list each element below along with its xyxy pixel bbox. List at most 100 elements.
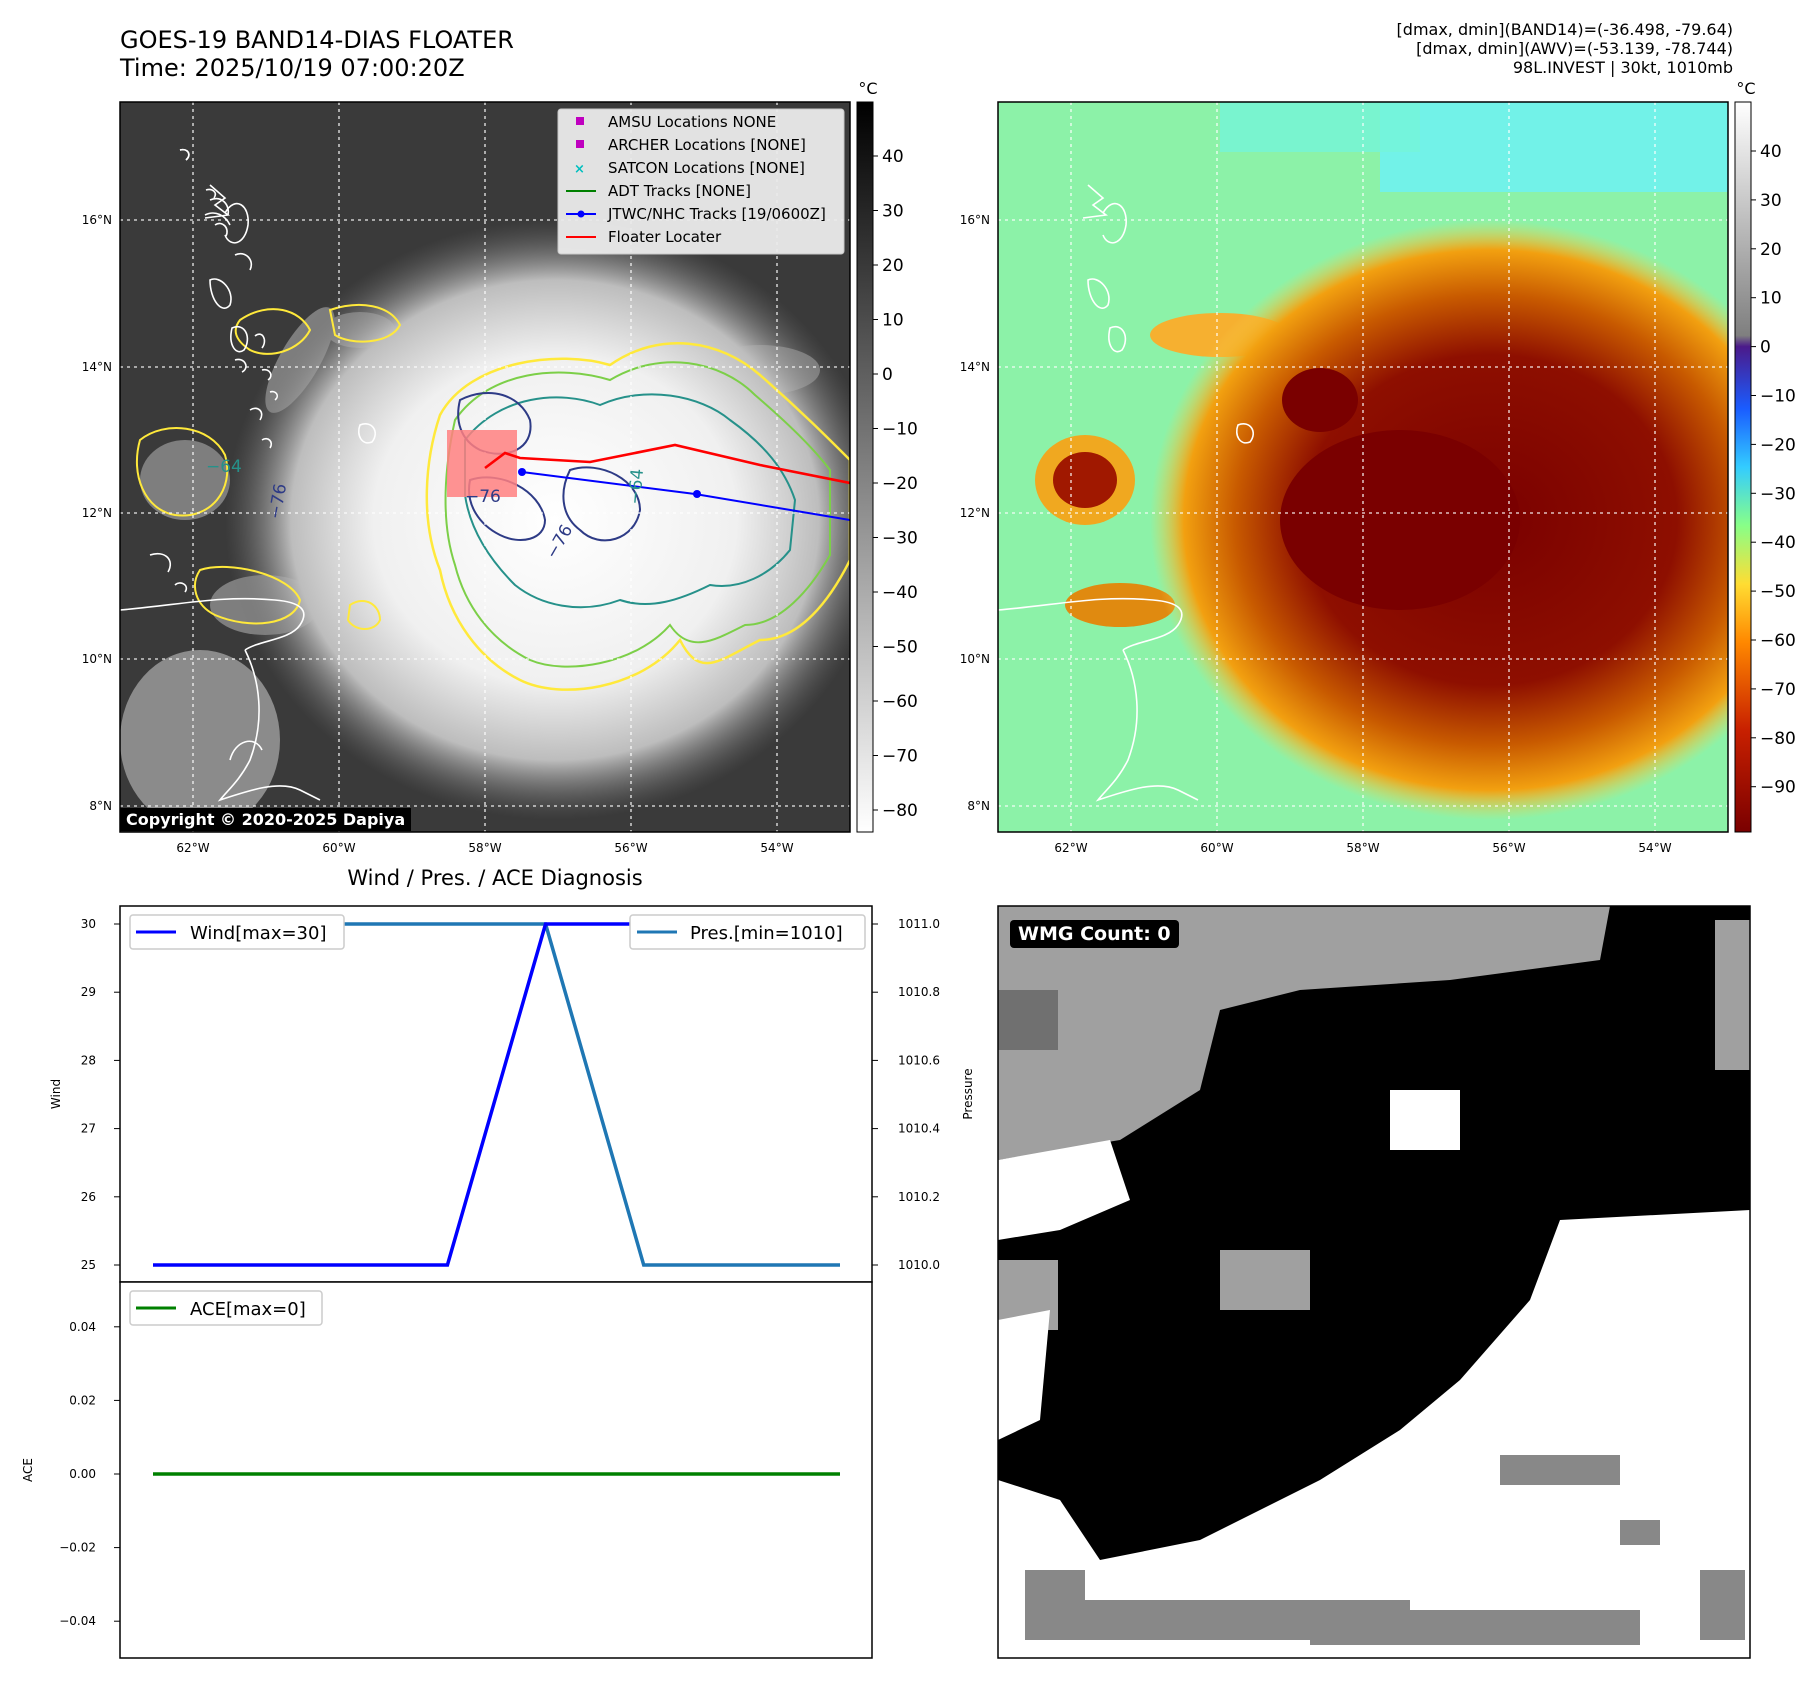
ir-map-frame [119, 101, 851, 833]
pressure-legend: Pres.[min=1010] [629, 914, 866, 950]
ace-tick-label: −0.02 [59, 1541, 96, 1555]
color-colorbar-tick-label: −80 [1760, 729, 1796, 749]
pressure-tick-label: 1010.8 [898, 985, 940, 999]
wind-tick-label: 27 [81, 1122, 96, 1136]
ace-axis-label: ACE [21, 1458, 35, 1482]
color-colorbar-tick-label: −30 [1760, 484, 1796, 504]
color-cloud-core [1280, 430, 1520, 610]
ir-main-cloud-shield [225, 220, 850, 820]
wind-legend-label: Wind[max=30] [190, 923, 327, 944]
wind-axis-label: Wind [49, 1079, 63, 1109]
ir-colorbar-tick-label: −30 [882, 529, 918, 549]
color-colorbar-unit: °C [1736, 79, 1755, 98]
latitude-label: 8°N [967, 799, 990, 813]
longitude-label: 60°W [1200, 841, 1233, 855]
ir-colorbar-tick-label: −50 [882, 638, 918, 658]
contour-label: −64 [206, 457, 242, 477]
color-colorbar-tick-label: −70 [1760, 680, 1796, 700]
contour-label: −64 [625, 468, 648, 505]
pressure-tick-label: 1010.0 [898, 1258, 940, 1272]
band14-stats: [dmax, dmin](BAND14)=(-36.498, -79.64) [1396, 20, 1733, 39]
wind-tick-label: 25 [81, 1258, 96, 1272]
wind-tick-label: 28 [81, 1053, 96, 1067]
latitude-label: 12°N [960, 506, 990, 520]
contour-label: −76 [465, 487, 501, 507]
ir-colorbar-tick-label: 0 [882, 365, 893, 385]
color-colorbar-tick-label: 10 [1760, 289, 1782, 309]
ir-contour-small-cells [135, 304, 402, 630]
ir-colorbar-tick-label: −10 [882, 420, 918, 440]
pressure-legend-label: Pres.[min=1010] [690, 923, 843, 944]
ace-tick-label: 0.02 [69, 1393, 96, 1407]
jtwc-legend-dot [577, 210, 585, 218]
ace-tick-label: −0.04 [59, 1614, 96, 1628]
latitude-label: 12°N [82, 506, 112, 520]
floater-box [447, 430, 517, 497]
ir-map-panel: −64 −76 −76 −64 −76 × AMSU Locations NON… [120, 102, 850, 832]
ir-colorbar-unit: °C [858, 79, 877, 98]
color-gridlines [998, 102, 1728, 832]
color-colorbar-tick-label: 40 [1760, 142, 1782, 162]
ace-legend-label: ACE[max=0] [190, 1299, 306, 1320]
legend-label-satcon: SATCON Locations [NONE] [608, 159, 805, 177]
map-legend: × AMSU Locations NONE ARCHER Locations [… [557, 108, 845, 255]
pressure-tick-label: 1010.4 [898, 1122, 940, 1136]
ir-coastlines [120, 148, 376, 802]
ir-colorbar-tick-label: −80 [882, 801, 918, 821]
pressure-axis-label: Pressure [961, 1068, 975, 1119]
legend-label-jtwc: JTWC/NHC Tracks [19/0600Z] [607, 205, 826, 223]
legend-label-floater: Floater Locater [608, 228, 722, 246]
figure-header: GOES-19 BAND14-DIAS FLOATER Time: 2025/1… [120, 26, 514, 82]
color-map-panel [998, 102, 1728, 832]
legend-label-adt: ADT Tracks [NONE] [608, 182, 751, 200]
ir-colorbar-tick-label: 40 [882, 147, 904, 167]
ace-legend: ACE[max=0] [129, 1290, 323, 1326]
legend-label-amsu: AMSU Locations NONE [608, 113, 776, 131]
longitude-label: 62°W [1054, 841, 1087, 855]
latitude-label: 10°N [960, 652, 990, 666]
longitude-label: 58°W [468, 841, 501, 855]
ir-contour-yellow [425, 341, 850, 691]
figure-info: [dmax, dmin](BAND14)=(-36.498, -79.64) [… [1397, 20, 1733, 77]
ir-colorbar-tick-label: −60 [882, 692, 918, 712]
archer-legend-marker [576, 140, 584, 148]
amsu-legend-marker [576, 117, 584, 125]
wind-tick-label: 26 [81, 1190, 96, 1204]
color-colorbar-tick-label: −20 [1760, 435, 1796, 455]
latitude-label: 16°N [960, 213, 990, 227]
wind-pressure-chart: Wind Pressure 30 29 28 27 26 25 1011.0 1010.8 1… [49, 905, 975, 1283]
wmg-panel [997, 905, 1751, 1659]
wind-tick-label: 30 [81, 917, 96, 931]
longitude-label: 60°W [322, 841, 355, 855]
color-colorbar-tick-label: 30 [1760, 191, 1782, 211]
latitude-label: 14°N [960, 360, 990, 374]
longitude-label: 62°W [176, 841, 209, 855]
copyright-label: Copyright © 2020-2025 Dapiya [120, 808, 412, 831]
wind-legend: Wind[max=30] [129, 914, 345, 950]
ir-colorbar: °C 40 30 20 10 0 −10 −20 −30 −40 −50 −60 −70 −80 [856, 79, 918, 833]
ir-contour-green [444, 361, 831, 668]
longitude-label: 56°W [614, 841, 647, 855]
wmg-count-label: WMG Count: 0 [1010, 920, 1179, 948]
color-cloud-core [1282, 368, 1358, 432]
longitude-label: 54°W [1638, 841, 1671, 855]
color-colorbar-tick-label: 0 [1760, 338, 1771, 358]
color-colorbar-tick-label: 20 [1760, 240, 1782, 260]
ace-chart: ACE 0.04 0.02 0.00 −0.02 −0.04 ACE[max=0] [21, 1281, 873, 1659]
pressure-tick-label: 1011.0 [898, 917, 940, 931]
ir-colorbar-tick-label: −70 [882, 747, 918, 767]
figure-time: Time: 2025/10/19 07:00:20Z [120, 54, 465, 82]
jtwc-track-point [693, 490, 701, 498]
color-map-frame [997, 101, 1729, 833]
ir-colorbar-tick-label: 10 [882, 311, 904, 331]
color-coastlines [998, 184, 1254, 802]
color-colorbar-tick-label: −60 [1760, 631, 1796, 651]
color-colorbar-tick-label: −50 [1760, 582, 1796, 602]
floater-locater-track [484, 443, 850, 485]
diagnosis-title: Wind / Pres. / ACE Diagnosis [347, 866, 642, 890]
longitude-label: 54°W [760, 841, 793, 855]
color-colorbar-tick-label: −90 [1760, 778, 1796, 798]
latitude-label: 10°N [82, 652, 112, 666]
satcon-legend-marker: × [574, 162, 585, 177]
